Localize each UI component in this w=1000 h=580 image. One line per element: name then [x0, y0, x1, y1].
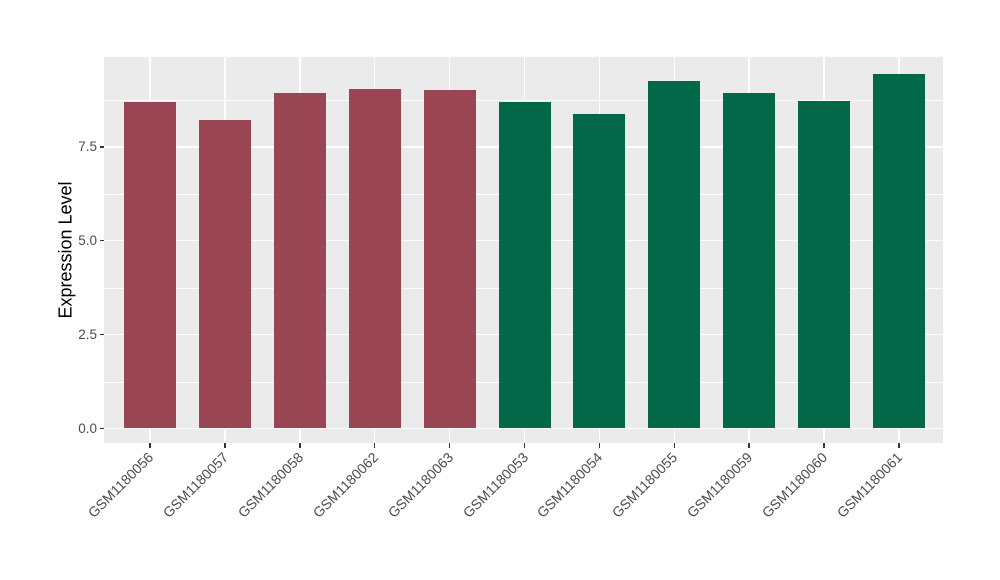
y-tick-label: 0.0	[78, 420, 97, 436]
y-axis-title: Expression Level	[55, 181, 76, 319]
bar-GSM1180059	[723, 92, 776, 429]
x-tick-label: GSM1180060	[758, 449, 831, 521]
x-tick-label: GSM1180057	[159, 449, 232, 521]
x-tick-mark-GSM1180056	[149, 443, 151, 448]
bar-GSM1180053	[498, 102, 551, 429]
x-tick-label: GSM1180061	[833, 449, 906, 521]
y-tick-mark-5.0	[99, 239, 104, 242]
plot-panel	[104, 57, 943, 443]
major-gridline-y-0	[104, 427, 943, 430]
bar-GSM1180056	[124, 101, 176, 429]
y-tick-label: 5.0	[78, 232, 97, 248]
x-tick-mark-GSM1180057	[224, 443, 226, 448]
bar-GSM1180055	[648, 81, 701, 429]
x-tick-label: GSM1180056	[84, 449, 157, 521]
x-tick-label: GSM1180055	[608, 449, 681, 521]
x-tick-label: GSM1180059	[683, 449, 756, 521]
x-tick-label: GSM1180053	[459, 449, 531, 521]
x-tick-mark-GSM1180058	[299, 443, 301, 448]
x-tick-mark-GSM1180054	[598, 443, 601, 448]
x-tick-label: GSM1180062	[309, 449, 382, 521]
x-tick-mark-GSM1180055	[673, 443, 676, 448]
y-tick-mark-7.5	[99, 146, 104, 148]
bar-GSM1180062	[348, 88, 401, 429]
x-tick-mark-GSM1180062	[373, 443, 376, 448]
bar-GSM1180063	[423, 90, 476, 429]
bar-GSM1180060	[798, 100, 851, 429]
x-tick-mark-GSM1180060	[823, 443, 825, 448]
y-tick-label: 2.5	[78, 326, 97, 342]
y-tick-mark-2.5	[99, 333, 104, 336]
bar-GSM1180054	[573, 113, 626, 429]
x-tick-label: GSM1180063	[384, 449, 456, 521]
x-tick-label: GSM1180054	[534, 449, 606, 521]
x-tick-label: GSM1180058	[234, 449, 307, 521]
bar-GSM1180057	[198, 119, 251, 429]
x-tick-mark-GSM1180063	[448, 443, 451, 448]
minor-gridline-y-8.75	[104, 99, 943, 101]
bar-GSM1180058	[273, 93, 326, 429]
x-tick-mark-GSM1180053	[523, 443, 526, 448]
x-tick-mark-GSM1180059	[748, 443, 750, 448]
y-tick-label: 7.5	[78, 138, 97, 154]
bar-GSM1180061	[873, 73, 925, 429]
y-tick-mark-0.0	[99, 427, 104, 430]
x-tick-mark-GSM1180061	[898, 443, 900, 448]
